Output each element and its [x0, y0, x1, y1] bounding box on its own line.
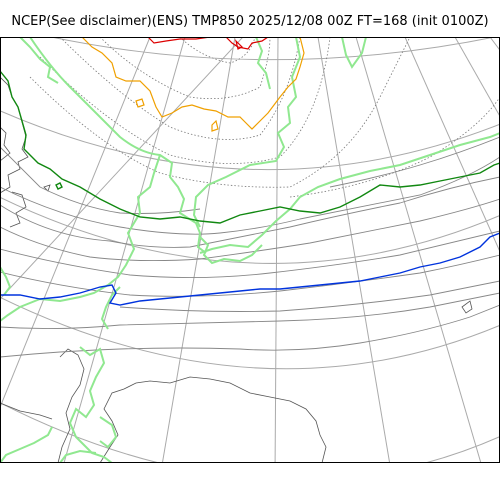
isotherm-orange [81, 37, 305, 132]
isotherm-dark-green [0, 70, 500, 224]
isotherms-minor [0, 136, 500, 358]
isotherm-red [147, 37, 269, 50]
chart-title: NCEP(See disclaimer)(ENS) TMP850 2025/12… [11, 14, 489, 29]
temperature-map [0, 37, 500, 463]
latitude-lines [0, 37, 500, 463]
coastlines [0, 76, 473, 463]
isotherms-light-green [0, 37, 500, 463]
longitude-lines [0, 37, 500, 463]
isotherm-zero [0, 232, 500, 306]
map-panel [0, 37, 500, 463]
